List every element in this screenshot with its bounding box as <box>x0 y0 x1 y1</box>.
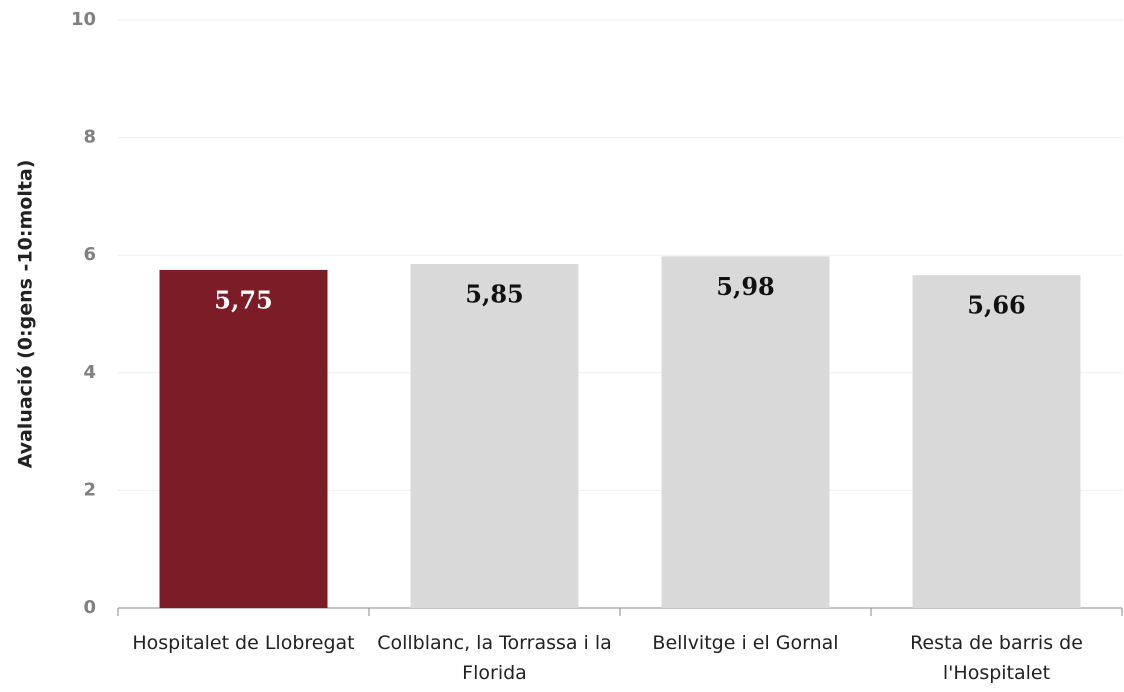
x-tick-label: Hospitalet de Llobregat <box>132 632 355 654</box>
x-tick-label: Resta de barris de l'Hospitalet <box>910 632 1083 684</box>
data-label: 5,75 <box>214 285 272 314</box>
data-label: 5,85 <box>465 280 523 309</box>
y-tick-label: 8 <box>83 127 96 148</box>
bar <box>159 269 328 608</box>
y-tick-label: 6 <box>83 244 96 265</box>
bar <box>661 256 830 608</box>
bar <box>912 275 1081 608</box>
y-tick-label: 2 <box>83 479 96 500</box>
y-tick-label: 0 <box>83 597 96 618</box>
bar <box>410 264 579 608</box>
data-label: 5,98 <box>716 272 774 301</box>
y-tick-label: 10 <box>71 9 96 30</box>
data-label: 5,66 <box>967 291 1025 320</box>
x-tick-label: Bellvitge i el Gornal <box>652 632 839 654</box>
y-tick-label: 4 <box>83 362 96 383</box>
y-axis-label: Avaluació (0:gens -10:molta) <box>15 160 37 469</box>
x-tick-label: Collblanc, la Torrassa i la Florida <box>377 632 612 684</box>
